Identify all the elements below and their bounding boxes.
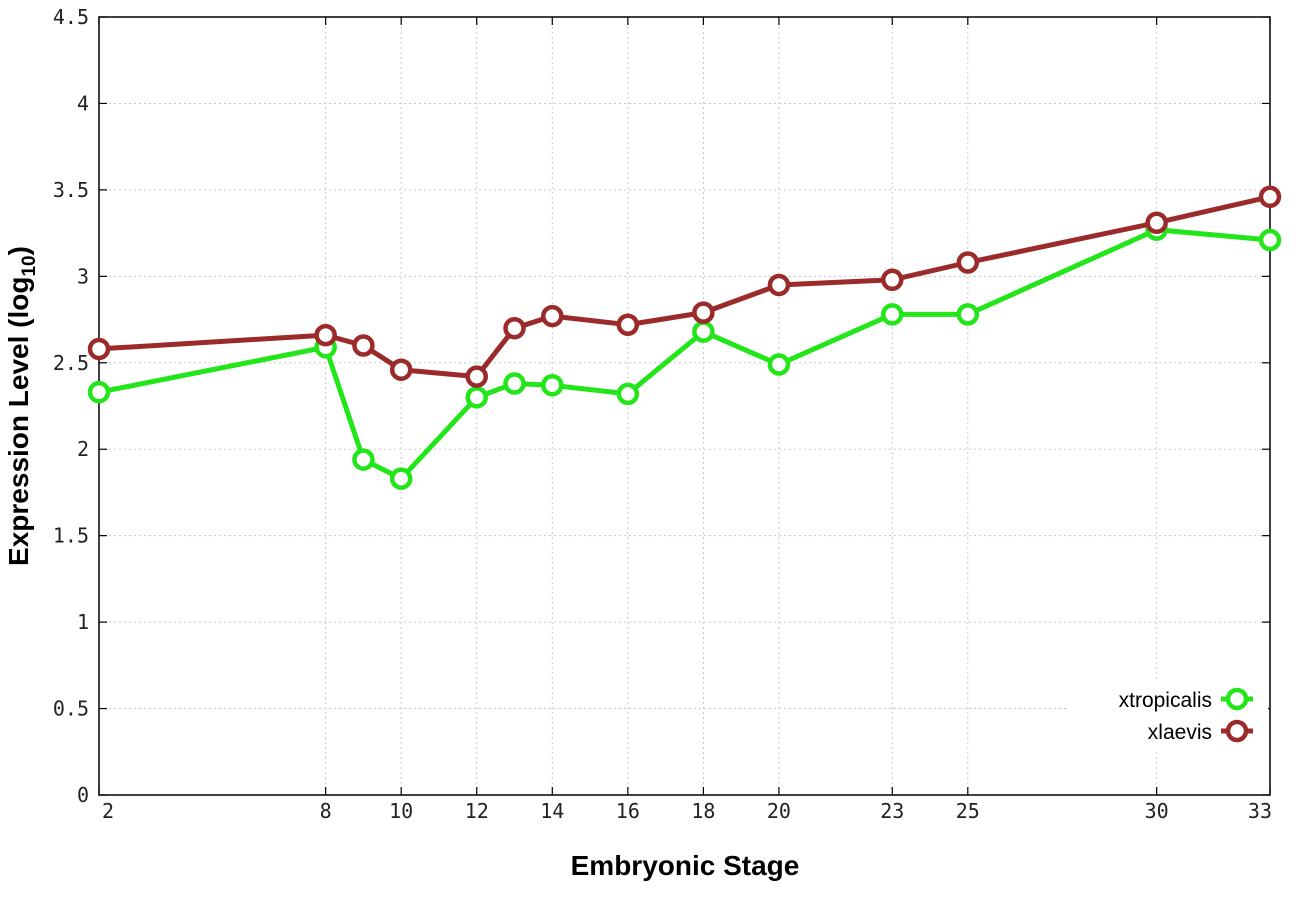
data-point-xlaevis bbox=[767, 273, 791, 297]
y-axis-title: Expression Level (log10) bbox=[3, 246, 40, 566]
x-tick-label: 14 bbox=[540, 799, 564, 823]
data-point-xtropicalis bbox=[616, 382, 640, 406]
y-axis-title-main: Expression Level (log bbox=[3, 277, 34, 566]
data-point-xtropicalis bbox=[541, 374, 564, 397]
data-point-xtropicalis bbox=[956, 303, 980, 326]
data-point-xtropicalis bbox=[389, 467, 413, 490]
x-tick-label: 25 bbox=[956, 799, 980, 823]
y-tick-label: 4.5 bbox=[53, 5, 89, 29]
data-point-xlaevis bbox=[314, 323, 337, 347]
x-tick-label: 18 bbox=[691, 799, 715, 823]
y-tick-label: 2.5 bbox=[53, 351, 89, 375]
y-axis-title-sub: 10 bbox=[19, 255, 40, 276]
data-point-xtropicalis bbox=[87, 380, 111, 404]
series-line-xtropicalis bbox=[98, 227, 1271, 482]
data-point-xlaevis bbox=[87, 337, 111, 361]
data-point-xlaevis bbox=[1258, 185, 1282, 209]
x-tick-label: 23 bbox=[880, 799, 904, 823]
data-point-xlaevis bbox=[503, 316, 526, 340]
x-tick-label: 33 bbox=[1248, 799, 1272, 823]
data-point-xlaevis bbox=[1145, 211, 1168, 234]
data-point-xtropicalis bbox=[352, 448, 375, 471]
x-tick-label: 12 bbox=[465, 799, 489, 823]
axis-ticks bbox=[98, 16, 1271, 796]
data-point-xlaevis bbox=[956, 251, 980, 274]
data-point-xtropicalis bbox=[1258, 228, 1282, 252]
legend-label-xlaevis: xlaevis bbox=[1148, 721, 1212, 744]
data-point-xlaevis bbox=[465, 365, 488, 388]
data-point-xtropicalis bbox=[881, 303, 904, 326]
legend-marker-xtropicalis bbox=[1225, 687, 1249, 711]
data-point-xlaevis bbox=[389, 358, 413, 381]
y-tick-label: 3 bbox=[77, 264, 89, 288]
y-tick-label: 1.5 bbox=[53, 524, 89, 548]
series-layer bbox=[87, 185, 1282, 490]
x-axis-title: Embryonic Stage bbox=[571, 850, 800, 881]
y-tick-label: 0 bbox=[77, 783, 89, 807]
y-tick-label: 3.5 bbox=[53, 178, 89, 202]
data-point-xlaevis bbox=[692, 301, 715, 324]
legend-item-xlaevis: xlaevis bbox=[1148, 719, 1253, 744]
data-point-xtropicalis bbox=[465, 386, 488, 409]
y-axis-title-close: ) bbox=[3, 246, 34, 255]
data-point-xtropicalis bbox=[692, 320, 715, 343]
data-point-xlaevis bbox=[616, 313, 640, 336]
y-tick-label: 0.5 bbox=[53, 697, 89, 721]
data-point-xlaevis bbox=[541, 304, 564, 328]
y-tick-label: 4 bbox=[77, 91, 89, 115]
data-point-xlaevis bbox=[352, 334, 375, 357]
series-xlaevis bbox=[87, 185, 1282, 388]
data-point-xtropicalis bbox=[767, 353, 791, 376]
y-tick-label: 2 bbox=[77, 437, 89, 461]
data-point-xlaevis bbox=[881, 268, 904, 292]
x-tick-label: 20 bbox=[767, 799, 791, 823]
x-tick-label: 16 bbox=[616, 799, 640, 823]
tick-labels: 0 0.5 1 1.5 2 2.5 3 3.5 4 4.5 2 8 10 12 14 16 18 20 23 25 30… bbox=[53, 5, 1272, 823]
legend: xtropicalis xlaevis bbox=[1068, 682, 1268, 752]
grid-lines bbox=[99, 17, 1270, 795]
x-tick-label: 2 bbox=[102, 799, 114, 823]
legend-marker-xlaevis bbox=[1225, 719, 1249, 743]
legend-label-xtropicalis: xtropicalis bbox=[1119, 689, 1212, 712]
x-tick-label: 30 bbox=[1145, 799, 1169, 823]
x-tick-label: 10 bbox=[389, 799, 413, 823]
y-tick-label: 1 bbox=[77, 610, 89, 634]
plot-frame bbox=[98, 16, 1271, 796]
series-xtropicalis bbox=[87, 218, 1282, 490]
x-tick-label: 8 bbox=[320, 799, 332, 823]
data-point-xtropicalis bbox=[503, 372, 526, 395]
legend-item-xtropicalis: xtropicalis bbox=[1119, 687, 1253, 712]
